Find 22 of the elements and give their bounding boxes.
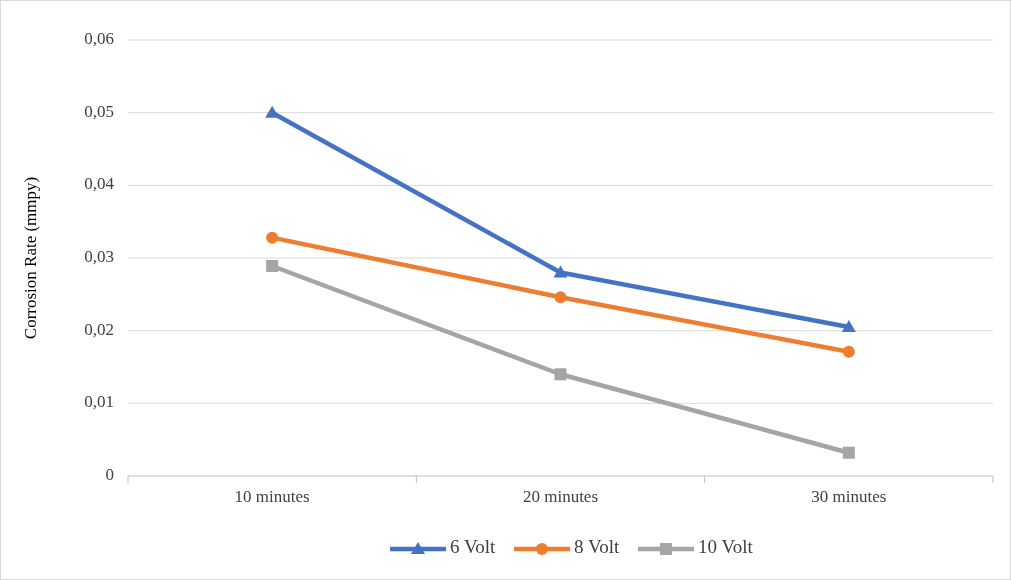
legend-label: 8 Volt (574, 536, 620, 558)
point (553, 265, 568, 278)
point (842, 446, 855, 459)
y-tick-label: 0 (105, 464, 114, 484)
y-tick-label: 0,02 (84, 319, 114, 339)
x-tick-label: 30 minutes (811, 487, 887, 506)
y-tick-label: 0,04 (84, 174, 115, 194)
point (554, 291, 567, 304)
x-tick-label: 20 minutes (522, 487, 599, 506)
y-tick-label: 0,06 (84, 28, 114, 48)
y-tick-label: 0,05 (84, 101, 114, 121)
y-tick-label: 0,03 (84, 246, 114, 266)
y-tick-label: 0,01 (84, 392, 114, 412)
point (841, 320, 856, 333)
point (554, 368, 567, 381)
point (842, 345, 855, 358)
point (266, 231, 279, 244)
y-axis-title: Corrosion Rate (mmpy) (21, 176, 40, 340)
point (266, 259, 279, 272)
x-tick-label: 10 minutes (234, 487, 310, 506)
legend-label: 6 Volt (450, 536, 496, 558)
legend-label: 10 Volt (698, 536, 754, 558)
